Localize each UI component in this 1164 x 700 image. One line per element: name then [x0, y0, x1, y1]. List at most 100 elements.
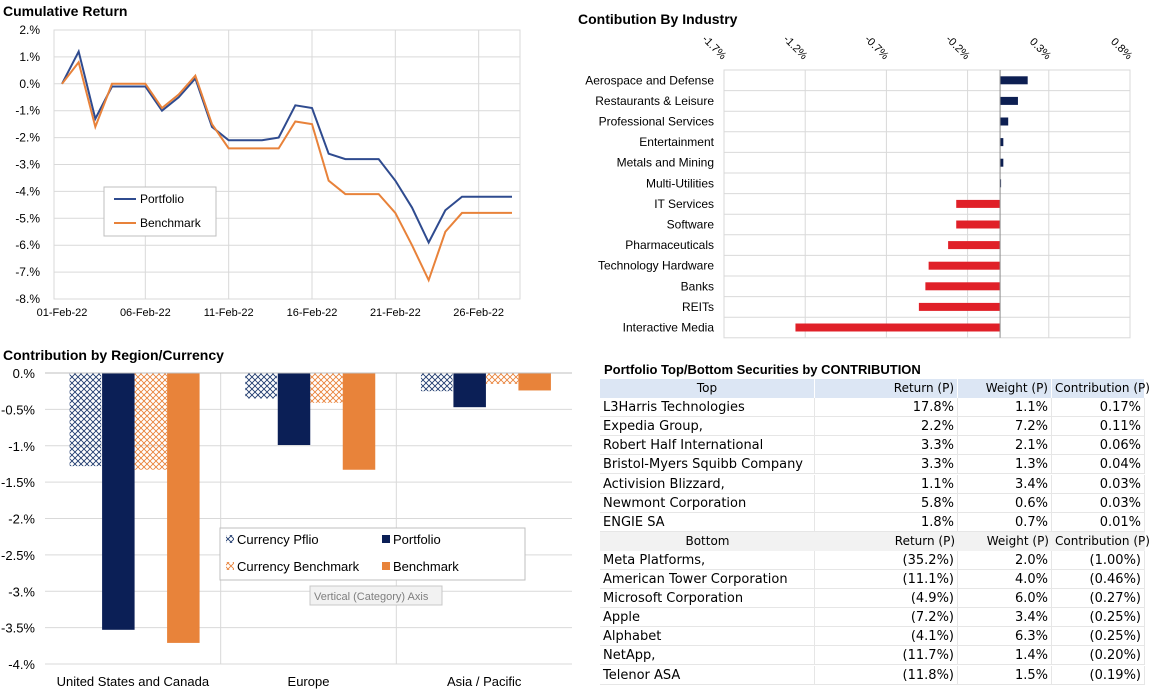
y-tick-label: -0.5% — [1, 402, 35, 417]
y-tick-label: -3.% — [8, 584, 35, 599]
table-cell: Alphabet — [600, 627, 815, 647]
bar — [1000, 117, 1009, 126]
bar-portfolio — [277, 373, 311, 446]
y-tick-label: -6.% — [15, 238, 40, 252]
region-contribution-title: Contribution by Region/Currency — [3, 347, 224, 363]
bar — [928, 261, 1001, 270]
category-label: Professional Services — [599, 115, 714, 129]
category-label: Europe — [288, 674, 330, 689]
y-tick-label: -3.5% — [1, 621, 35, 636]
table-cell: 17.8% — [815, 398, 958, 418]
category-label: United States and Canada — [57, 674, 210, 689]
table-cell: Meta Platforms, — [600, 550, 815, 570]
bar — [1000, 96, 1018, 105]
table-cell: 6.0% — [958, 589, 1052, 609]
table-cell: Expedia Group, — [600, 417, 815, 437]
bar-currency-benchmark — [485, 373, 519, 384]
table-cell: Microsoft Corporation — [600, 589, 815, 609]
bar-currency-pflio — [420, 373, 453, 392]
table-cell: (7.2%) — [815, 608, 958, 628]
table-cell: 3.4% — [958, 608, 1052, 628]
bar-portfolio — [102, 373, 135, 630]
y-tick-label: -4.% — [15, 184, 40, 198]
bar-currency-pflio — [245, 373, 277, 399]
category-label: Multi-Utilities — [646, 176, 714, 190]
y-tick-label: -2.5% — [1, 548, 35, 563]
industry-contribution-chart: -1.7% -1.2% -0.7% -0.2% 0.3% 0.8% Aerospace an… — [585, 33, 1135, 339]
x-tick-label: -1.2% — [781, 33, 810, 62]
x-tick-label: 01-Feb-22 — [37, 307, 88, 319]
industry-contribution-title: Contibution By Industry — [578, 11, 738, 27]
table-cell: 5.8% — [815, 493, 958, 513]
series-line-portfolio — [61, 48, 512, 245]
y-tick-label: -2.% — [8, 512, 35, 527]
table-cell: American Tower Corporation — [600, 570, 815, 590]
x-tick-label: 11-Feb-22 — [204, 307, 254, 319]
table-header-cell: Weight (P) — [958, 379, 1052, 399]
bar — [956, 199, 1001, 208]
table-header-cell: Contribution (P) — [1052, 379, 1150, 399]
legend: Portfolio Benchmark — [103, 186, 217, 237]
category-label: Aerospace and Defense — [585, 73, 714, 87]
cumulative-return-title: Cumulative Return — [3, 3, 128, 19]
bar — [948, 241, 1001, 250]
table-cell: 0.03% — [1052, 493, 1145, 513]
x-tick-label: 0.3% — [1027, 36, 1053, 62]
legend-swatch — [382, 562, 390, 570]
x-tick-label: 0.8% — [1108, 36, 1134, 62]
bar — [918, 302, 1001, 311]
y-tick-label: -7.% — [15, 265, 40, 279]
table-cell: (0.19%) — [1052, 665, 1145, 685]
bar — [1000, 76, 1028, 85]
table-cell: Newmont Corporation — [600, 493, 815, 513]
table-cell: 0.7% — [958, 512, 1052, 532]
table-cell: Robert Half International — [600, 436, 815, 456]
y-tick-label: 0.% — [19, 77, 40, 91]
table-cell: L3Harris Technologies — [600, 398, 815, 418]
table-subheader-cell: Return (P) — [815, 531, 958, 551]
category-label: Metals and Mining — [617, 156, 714, 170]
table-cell: 2.0% — [958, 550, 1052, 570]
table-cell: 1.3% — [958, 455, 1052, 475]
y-tick-label: -5.% — [15, 211, 40, 225]
y-tick-label: -1.% — [8, 439, 35, 454]
legend-label: Portfolio — [393, 532, 441, 547]
category-label: Restaurants & Leisure — [595, 94, 714, 108]
x-tick-label: -0.2% — [943, 33, 972, 62]
category-label: IT Services — [654, 197, 714, 211]
table-header-cell: Top — [600, 379, 815, 399]
legend-label: Currency Pflio — [237, 532, 319, 547]
table-cell: (1.00%) — [1052, 550, 1145, 570]
table-subheader-cell: Bottom — [600, 531, 815, 551]
y-tick-label: -3.% — [15, 158, 40, 172]
category-label: Software — [667, 218, 715, 232]
table-cell: 1.1% — [815, 474, 958, 494]
plot-area — [723, 69, 1131, 339]
x-tick-label: 16-Feb-22 — [287, 307, 338, 319]
table-header-cell: Return (P) — [815, 379, 958, 399]
table-cell: (4.9%) — [815, 589, 958, 609]
table-cell: 4.0% — [958, 570, 1052, 590]
category-label: Banks — [681, 279, 714, 293]
table-cell: (0.27%) — [1052, 589, 1145, 609]
table-cell: Activision Blizzard, — [600, 474, 815, 494]
tooltip-box — [309, 585, 443, 606]
table-cell: 3.4% — [958, 474, 1052, 494]
table-subheader-cell: Contribution (P) — [1052, 531, 1150, 551]
table-cell: (35.2%) — [815, 550, 958, 570]
table-subheader-cell: Weight (P) — [958, 531, 1052, 551]
bar — [925, 282, 1001, 291]
bar — [1000, 158, 1004, 167]
table-cell: 1.4% — [958, 646, 1052, 666]
legend-label: Benchmark — [393, 559, 459, 574]
bar-portfolio — [453, 373, 486, 408]
bar-currency-benchmark — [134, 373, 168, 470]
table-cell: (0.25%) — [1052, 627, 1145, 647]
table-cell: 2.1% — [958, 436, 1052, 456]
table-cell: (0.20%) — [1052, 646, 1145, 666]
bar — [1000, 138, 1004, 147]
table-cell: NetApp, — [600, 646, 815, 666]
bar — [795, 323, 1001, 332]
bar-currency-pflio — [69, 373, 102, 467]
table-cell: 0.6% — [958, 493, 1052, 513]
